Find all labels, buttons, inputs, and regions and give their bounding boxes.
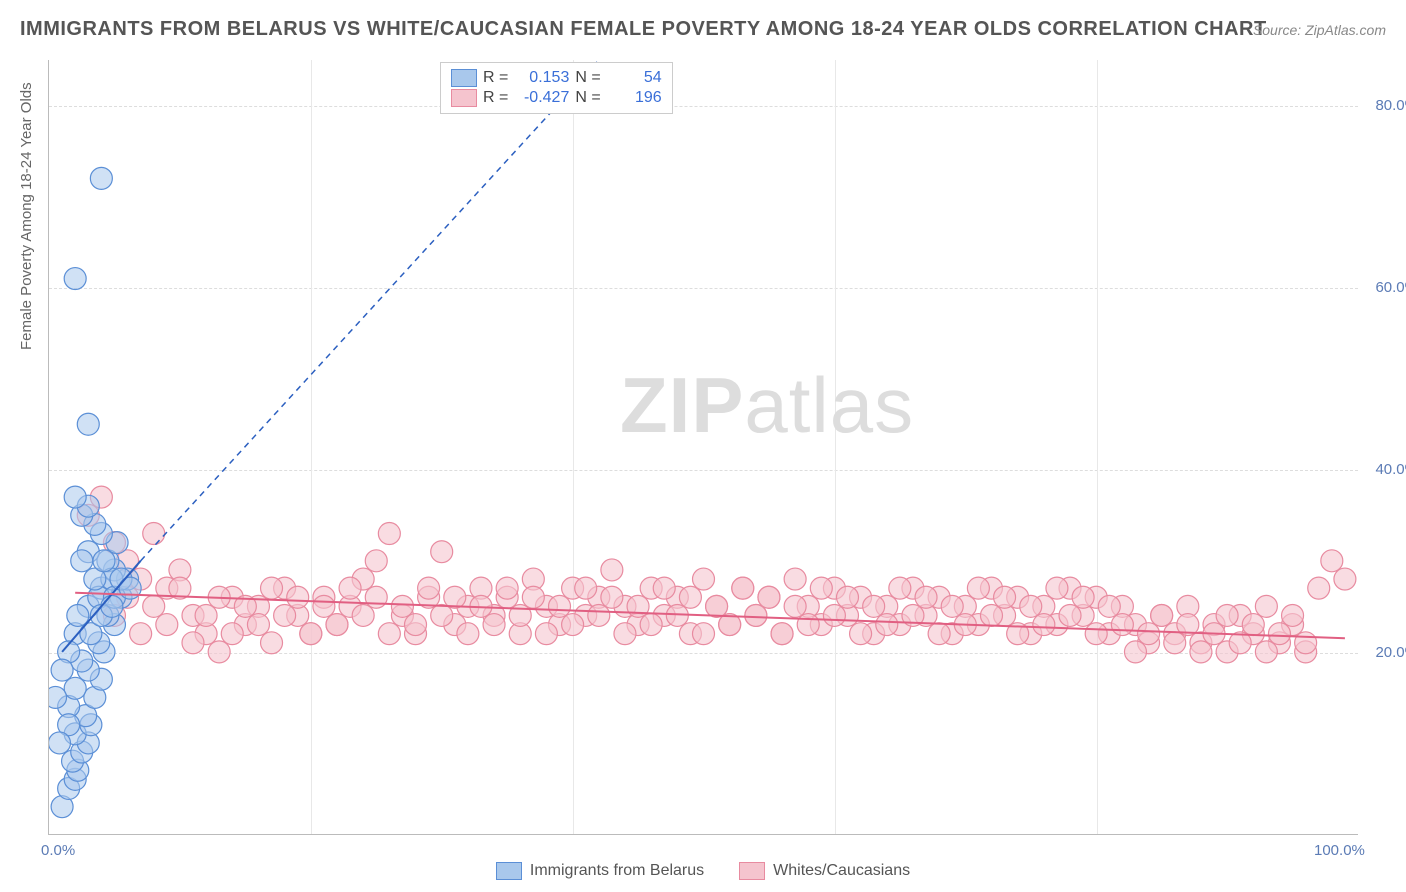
- legend-item-1: Immigrants from Belarus: [496, 862, 704, 880]
- legend-row-series-1: R = 0.153 N = 54: [451, 69, 662, 87]
- ytick-label: 20.0%: [1363, 644, 1406, 661]
- legend-item-2: Whites/Caucasians: [739, 862, 910, 880]
- chart-plot-area: 20.0%40.0%60.0%80.0%0.0%100.0%: [48, 60, 1358, 835]
- chart-title: IMMIGRANTS FROM BELARUS VS WHITE/CAUCASI…: [20, 18, 1267, 41]
- legend-bottom-label-1: Immigrants from Belarus: [530, 862, 704, 880]
- source-label: Source: ZipAtlas.com: [1253, 22, 1386, 38]
- r-label: R =: [483, 89, 508, 107]
- legend-row-series-2: R = -0.427 N = 196: [451, 89, 662, 107]
- n-value-2: 196: [607, 89, 662, 107]
- ytick-label: 40.0%: [1363, 461, 1406, 478]
- n-value-1: 54: [607, 69, 662, 87]
- xtick-label: 0.0%: [41, 842, 75, 859]
- n-label: N =: [575, 69, 600, 87]
- ytick-label: 80.0%: [1363, 97, 1406, 114]
- r-value-1: 0.153: [514, 69, 569, 87]
- ytick-label: 60.0%: [1363, 279, 1406, 296]
- xtick-label: 100.0%: [1314, 842, 1365, 859]
- correlation-legend: R = 0.153 N = 54 R = -0.427 N = 196: [440, 62, 673, 114]
- y-axis-label: Female Poverty Among 18-24 Year Olds: [18, 82, 35, 350]
- chart-svg: [49, 60, 1358, 834]
- legend-swatch-2: [451, 89, 477, 107]
- legend-bottom-swatch-1: [496, 862, 522, 880]
- legend-swatch-1: [451, 69, 477, 87]
- series-legend: Immigrants from Belarus Whites/Caucasian…: [0, 862, 1406, 880]
- legend-bottom-label-2: Whites/Caucasians: [773, 862, 910, 880]
- n-label: N =: [575, 89, 600, 107]
- legend-bottom-swatch-2: [739, 862, 765, 880]
- r-label: R =: [483, 69, 508, 87]
- r-value-2: -0.427: [514, 89, 569, 107]
